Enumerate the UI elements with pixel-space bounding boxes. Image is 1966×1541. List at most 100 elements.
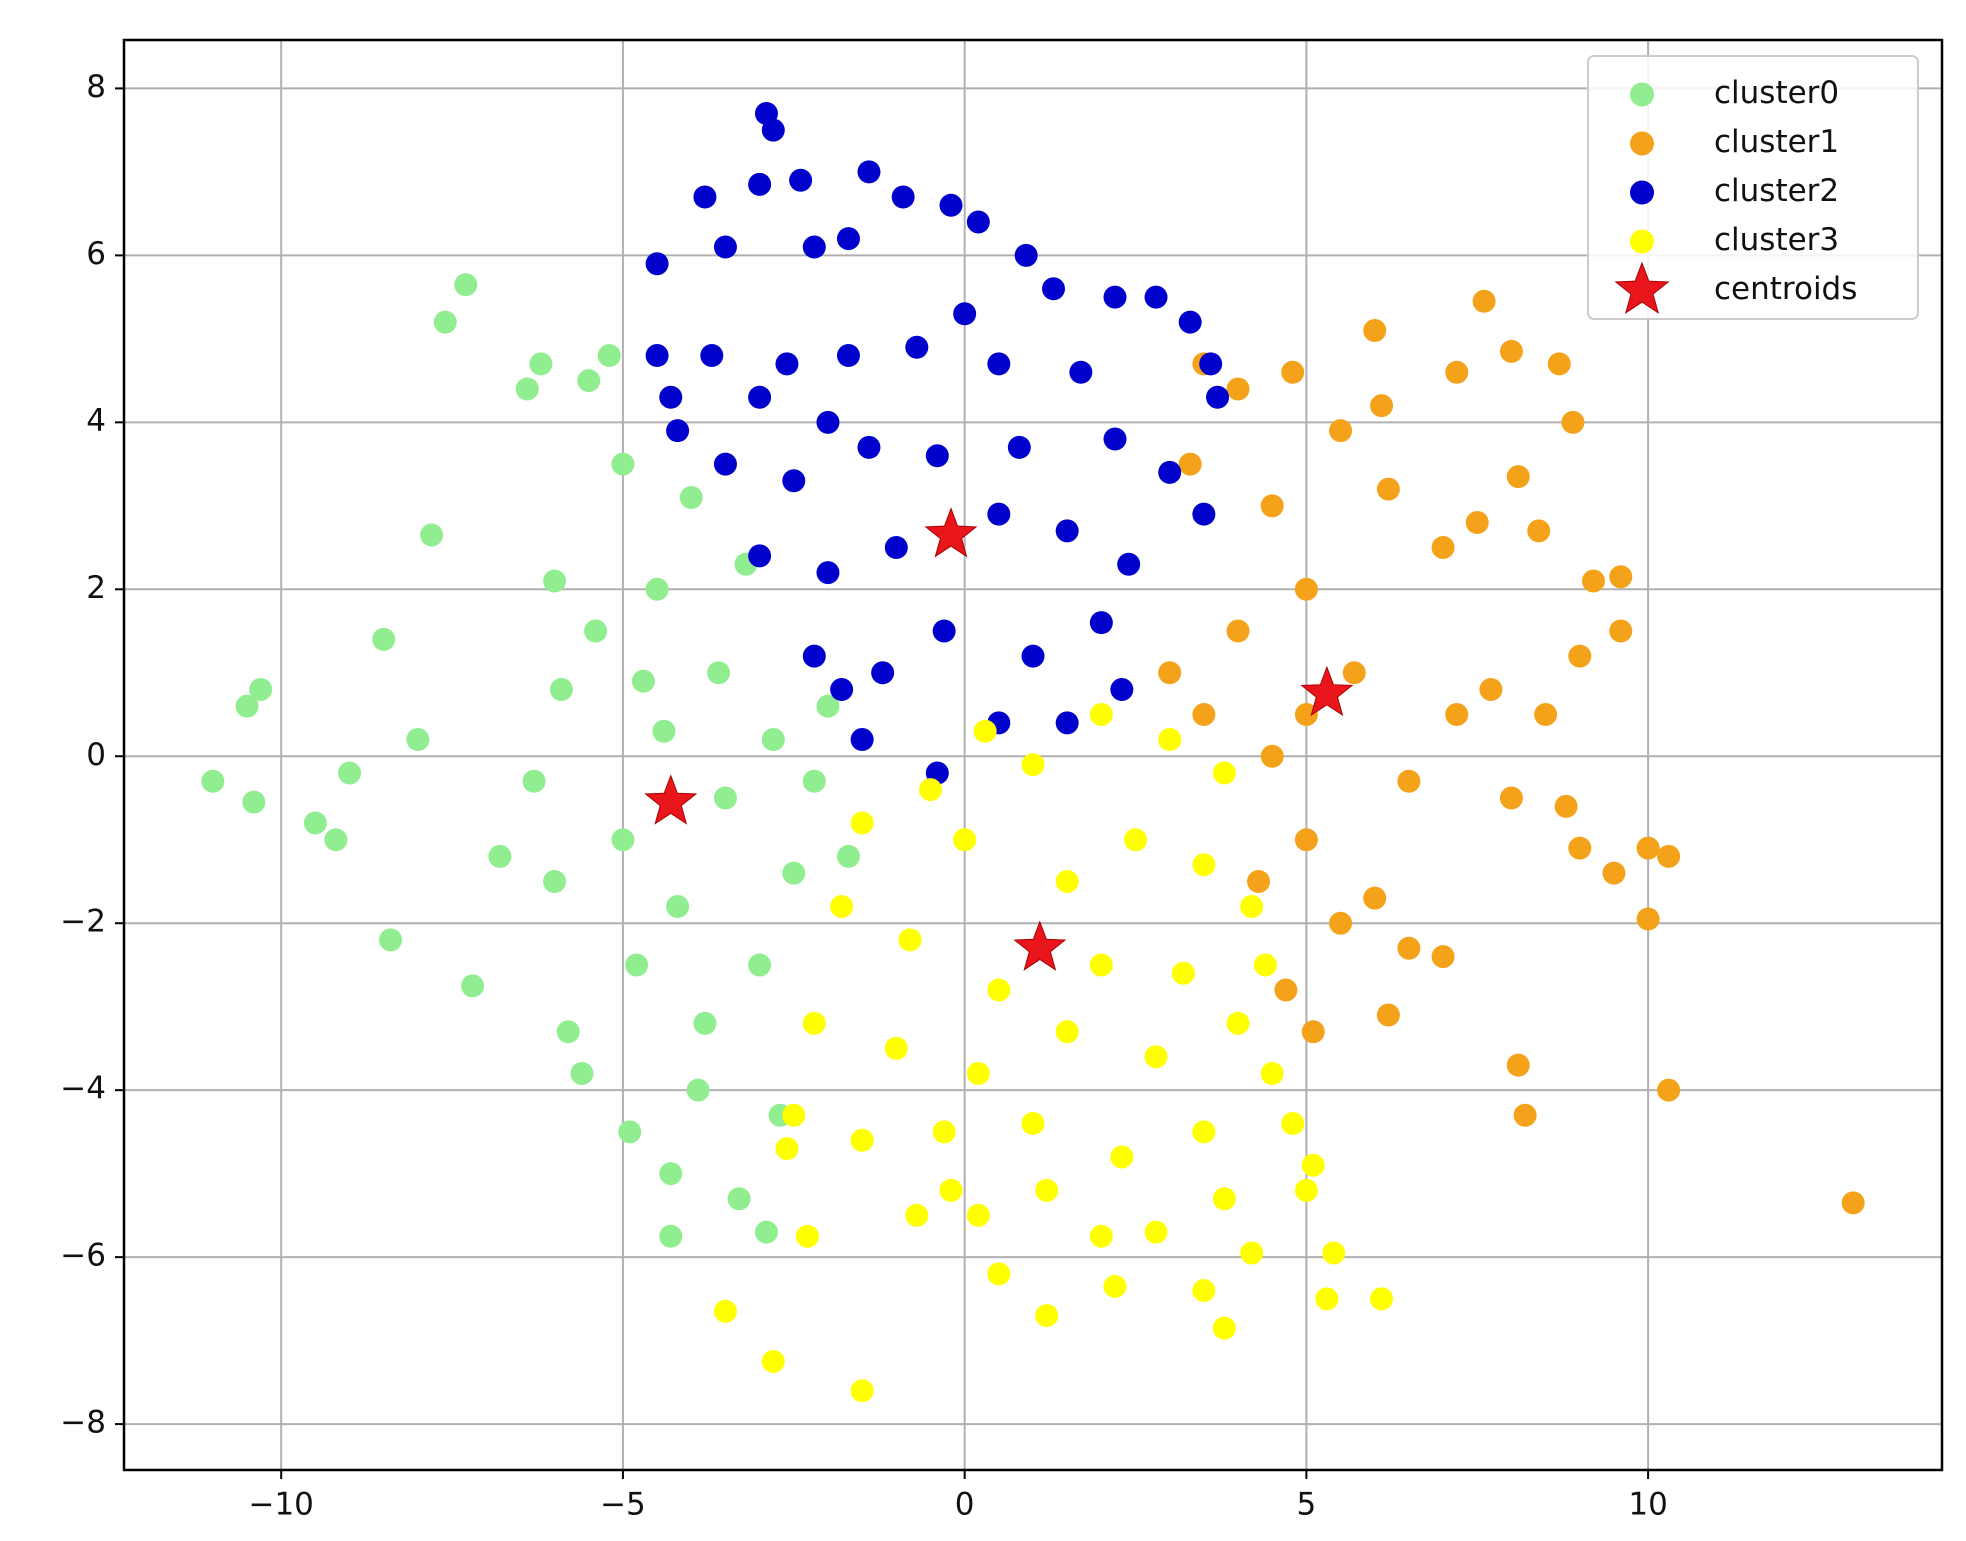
point	[1274, 978, 1298, 1002]
legend-marker	[1630, 131, 1654, 156]
point	[454, 273, 478, 297]
point	[891, 185, 915, 209]
point	[802, 1011, 826, 1035]
point	[1103, 427, 1127, 451]
point	[782, 1103, 806, 1127]
point	[966, 210, 990, 234]
point	[905, 1203, 929, 1227]
point	[1247, 869, 1271, 893]
point	[1370, 394, 1394, 418]
point	[973, 719, 997, 743]
point	[1158, 661, 1182, 685]
point	[1144, 1220, 1168, 1244]
point	[713, 235, 737, 259]
point	[1609, 565, 1633, 589]
point	[1499, 786, 1523, 810]
point	[631, 669, 655, 693]
point	[338, 761, 362, 785]
point	[795, 1224, 819, 1248]
centroid	[1013, 920, 1067, 971]
legend-marker	[1630, 180, 1654, 205]
point	[830, 677, 854, 701]
point	[1527, 519, 1551, 543]
point	[1171, 961, 1195, 985]
point	[1110, 677, 1134, 701]
point	[713, 1299, 737, 1323]
point	[242, 790, 266, 814]
legend-label: centroids	[1714, 271, 1857, 307]
point	[727, 1187, 751, 1211]
point	[1089, 953, 1113, 977]
point	[748, 544, 772, 568]
point	[1192, 703, 1216, 727]
centroid	[924, 507, 978, 558]
point	[987, 502, 1011, 526]
point	[420, 523, 444, 547]
point	[932, 1120, 956, 1144]
series-4	[644, 507, 1354, 971]
point	[529, 352, 553, 376]
point	[1636, 907, 1660, 931]
point	[748, 172, 772, 196]
point	[303, 811, 327, 835]
point	[1192, 502, 1216, 526]
point	[235, 694, 259, 718]
point	[1144, 285, 1168, 309]
point	[488, 844, 512, 868]
point	[1021, 644, 1045, 668]
point	[1431, 536, 1455, 560]
point	[543, 869, 567, 893]
point	[836, 227, 860, 251]
point	[713, 452, 737, 476]
point	[666, 895, 690, 919]
point	[1301, 1153, 1325, 1177]
point	[1370, 1287, 1394, 1311]
point	[871, 661, 895, 685]
point	[645, 577, 669, 601]
point	[515, 377, 539, 401]
point	[1021, 1112, 1045, 1136]
point	[1281, 1112, 1305, 1136]
point	[707, 661, 731, 685]
point	[816, 694, 840, 718]
x-tick-label: 5	[1297, 1487, 1317, 1523]
point	[1226, 619, 1250, 643]
point	[1260, 744, 1284, 768]
point	[775, 1137, 799, 1161]
point	[666, 419, 690, 443]
point	[201, 769, 225, 793]
point	[1055, 711, 1079, 735]
point	[659, 1224, 683, 1248]
point	[932, 619, 956, 643]
legend-marker	[1630, 82, 1654, 107]
point	[850, 1128, 874, 1152]
point	[1363, 886, 1387, 910]
point	[1103, 285, 1127, 309]
point	[1568, 644, 1592, 668]
point	[802, 769, 826, 793]
point	[1602, 861, 1626, 885]
point	[679, 485, 703, 509]
legend-label: cluster0	[1714, 75, 1839, 111]
point	[1657, 844, 1681, 868]
point	[597, 344, 621, 368]
point	[652, 719, 676, 743]
point	[1513, 1103, 1537, 1127]
point	[611, 452, 635, 476]
point	[966, 1203, 990, 1227]
point	[1301, 1020, 1325, 1044]
point	[1212, 1187, 1236, 1211]
y-tick-label: 2	[86, 570, 106, 606]
point	[966, 1061, 990, 1085]
point	[1260, 494, 1284, 518]
point	[748, 385, 772, 409]
y-tick-label: 8	[86, 69, 106, 105]
series-0	[201, 273, 860, 1248]
point	[1465, 511, 1489, 535]
y-tick-label: −6	[60, 1238, 106, 1274]
point	[782, 469, 806, 493]
y-tick-label: −4	[60, 1071, 106, 1107]
point	[850, 1379, 874, 1403]
point	[748, 953, 772, 977]
point	[1158, 728, 1182, 752]
